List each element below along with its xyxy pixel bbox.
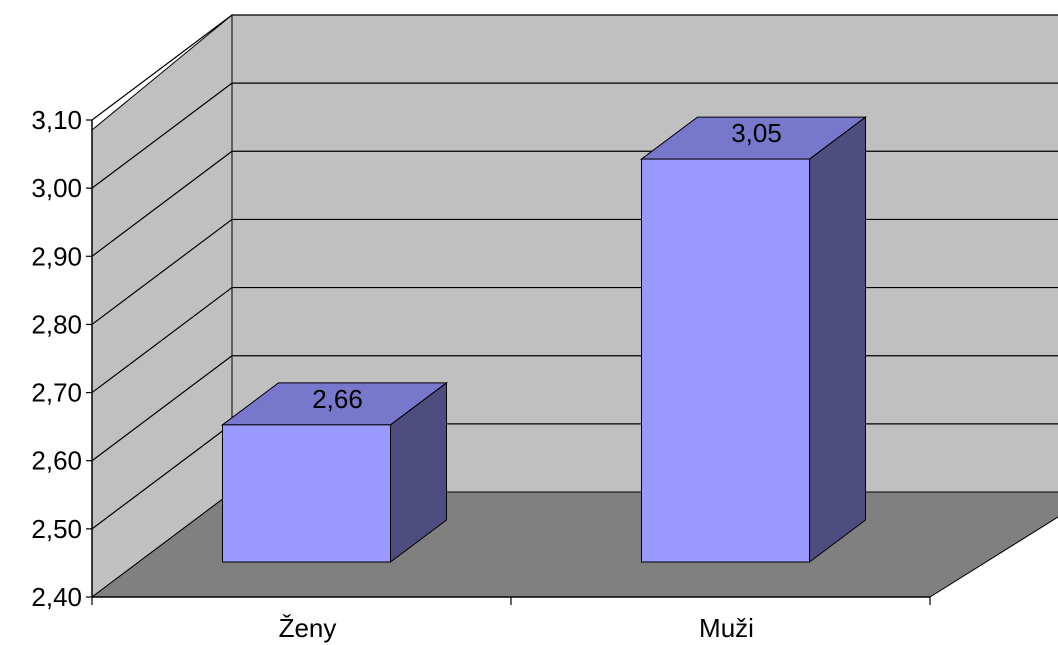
data-label: 3,05 [731,118,782,148]
bar [640,116,867,563]
y-tick-label: 2,70 [31,378,82,408]
data-label: 2,66 [312,384,363,414]
y-tick-label: 2,40 [31,582,82,612]
bar-front [222,424,391,563]
category-label: Muži [699,613,754,643]
gridline [91,14,1058,121]
bar [221,381,448,563]
y-tick-label: 2,50 [31,514,82,544]
category-label: Ženy [279,613,337,643]
category-labels: Ženy Muži [279,613,754,643]
bars [221,116,867,563]
bar-front [641,158,810,563]
y-tick-label: 3,10 [31,105,82,135]
axes [86,119,931,605]
y-tick-label: 3,00 [31,173,82,203]
data-labels: 2,66 3,05 [312,118,782,414]
y-tick-label: 2,80 [31,309,82,339]
y-tick-label: 2,90 [31,241,82,271]
gridline [91,82,1058,189]
bar-side [809,116,866,563]
y-tick-label: 2,60 [31,446,82,476]
y-tick-labels: 2,40 2,50 2,60 2,70 2,80 2,90 3,00 3,10 [31,105,82,612]
